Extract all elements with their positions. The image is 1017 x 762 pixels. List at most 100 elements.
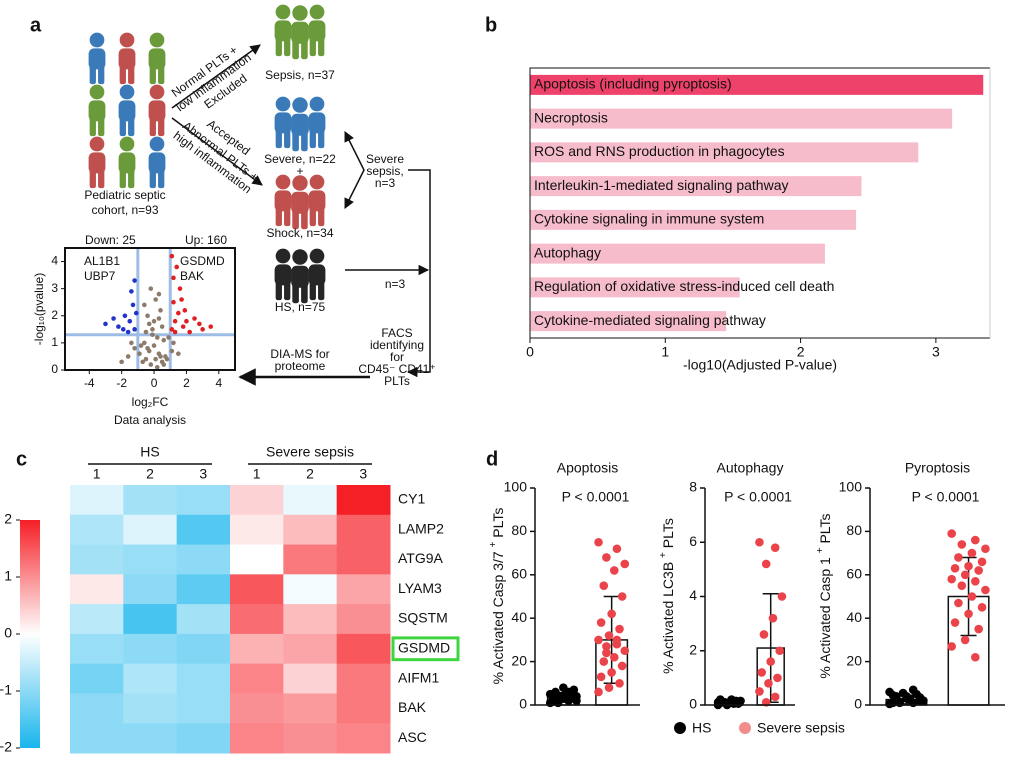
heat-cell bbox=[230, 485, 284, 516]
leg bbox=[301, 39, 308, 60]
point bbox=[615, 624, 624, 634]
bar bbox=[530, 209, 857, 230]
point bbox=[192, 316, 197, 321]
leg bbox=[301, 209, 308, 230]
point bbox=[971, 577, 980, 586]
point bbox=[981, 544, 990, 554]
y-tick-label: 40 bbox=[846, 609, 862, 625]
annotation: Down: 25 bbox=[85, 233, 136, 247]
person-icon bbox=[148, 32, 166, 85]
bar bbox=[530, 74, 984, 95]
heat-cell bbox=[176, 574, 231, 605]
point bbox=[142, 302, 147, 308]
leg bbox=[309, 207, 316, 227]
point bbox=[169, 348, 175, 354]
category-label: Regulation of oxidative stress-induced c… bbox=[534, 278, 834, 294]
flow-label: Severe bbox=[366, 152, 404, 166]
y-tick-label: 2 bbox=[689, 641, 697, 657]
point bbox=[596, 618, 606, 627]
row-label: AIFM1 bbox=[398, 669, 439, 685]
row-label: ASC bbox=[398, 729, 427, 745]
heat-cell bbox=[176, 514, 231, 546]
point bbox=[594, 687, 603, 697]
group-label: HS bbox=[140, 444, 159, 460]
point bbox=[171, 275, 176, 281]
point bbox=[146, 321, 152, 327]
point bbox=[974, 566, 983, 575]
point bbox=[607, 609, 616, 619]
leg bbox=[309, 37, 316, 57]
y-tick-label: 100 bbox=[504, 479, 528, 495]
leg bbox=[309, 129, 316, 149]
point bbox=[169, 327, 175, 332]
point bbox=[176, 310, 181, 316]
body bbox=[88, 48, 106, 70]
person-icon bbox=[291, 5, 309, 60]
point bbox=[171, 299, 176, 305]
leg bbox=[98, 169, 105, 189]
category-label: Interleukin-1-mediated signaling pathway bbox=[534, 177, 788, 193]
x-tick-label: -4 bbox=[84, 376, 95, 390]
person-icon bbox=[88, 84, 106, 137]
person-icon bbox=[148, 84, 166, 137]
point bbox=[133, 310, 139, 316]
point bbox=[142, 340, 147, 346]
body bbox=[291, 113, 309, 136]
heat-cell bbox=[176, 723, 231, 754]
head bbox=[292, 5, 308, 21]
point bbox=[967, 592, 977, 601]
point bbox=[599, 581, 609, 590]
flow-label: n=3 bbox=[385, 277, 406, 291]
y-tick-label: 0 bbox=[689, 696, 697, 712]
leg bbox=[275, 281, 282, 301]
bar bbox=[530, 277, 740, 298]
point bbox=[974, 624, 983, 634]
x-tick-label: 3 bbox=[932, 344, 940, 360]
legend-marker bbox=[674, 722, 686, 734]
y-tick-label: 4 bbox=[51, 254, 58, 268]
point bbox=[143, 356, 149, 362]
group-label: Shock, n=34 bbox=[266, 226, 333, 240]
heat-cell bbox=[176, 633, 231, 665]
heat-cell bbox=[123, 514, 178, 546]
cohort-label: cohort, n=93 bbox=[91, 203, 158, 217]
point bbox=[902, 694, 911, 703]
flow-label: sepsis, bbox=[366, 164, 403, 178]
y-axis-label-part: % Activated LC3B bbox=[660, 558, 676, 674]
point bbox=[161, 337, 167, 343]
person-icon bbox=[274, 4, 292, 57]
body bbox=[274, 20, 292, 42]
point bbox=[888, 698, 898, 708]
group-label: Severe sepsis bbox=[266, 444, 354, 460]
point bbox=[775, 646, 784, 656]
person-icon bbox=[118, 84, 136, 137]
point bbox=[129, 340, 134, 346]
point bbox=[602, 648, 611, 658]
head bbox=[89, 136, 105, 152]
x-axis-label: -log10(Adjusted P-value) bbox=[683, 357, 837, 373]
flow-label: proteome bbox=[275, 359, 326, 373]
person-icon bbox=[308, 248, 326, 301]
heat-cell bbox=[283, 723, 338, 754]
point bbox=[158, 308, 163, 313]
leg bbox=[89, 65, 96, 85]
point bbox=[964, 609, 973, 619]
leg bbox=[149, 65, 156, 85]
point bbox=[129, 289, 134, 294]
body bbox=[118, 48, 136, 70]
point bbox=[755, 537, 764, 547]
point bbox=[770, 692, 780, 702]
leg bbox=[128, 169, 135, 189]
row-label: LAMP2 bbox=[398, 520, 444, 536]
heat-cell bbox=[230, 663, 284, 694]
point bbox=[885, 687, 894, 697]
head bbox=[309, 248, 325, 264]
head bbox=[275, 4, 291, 20]
y-axis-label-part: PLTs bbox=[660, 518, 676, 552]
x-tick-label: 1 bbox=[661, 344, 669, 360]
heat-cell bbox=[336, 723, 391, 754]
heat-cell bbox=[176, 604, 231, 635]
head bbox=[275, 248, 291, 264]
chart-title: Apoptosis bbox=[557, 460, 618, 476]
heat-cell bbox=[283, 693, 338, 724]
